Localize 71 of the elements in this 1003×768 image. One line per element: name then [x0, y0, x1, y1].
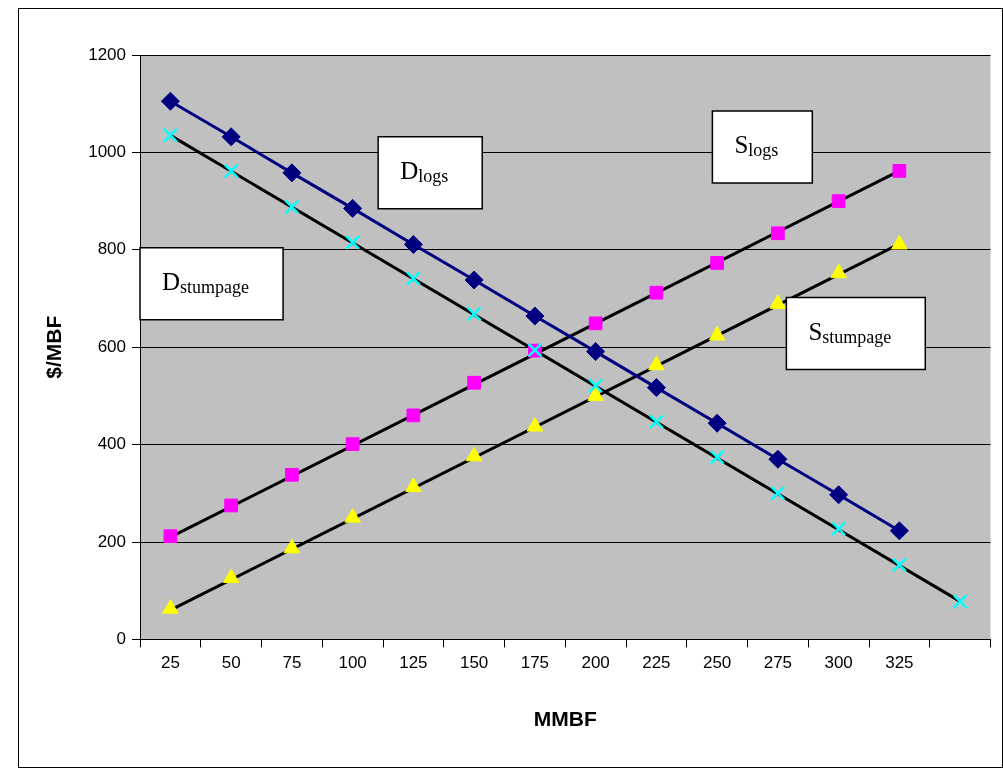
point	[588, 378, 604, 394]
point	[405, 477, 422, 492]
y-tick-label: 600	[97, 336, 127, 356]
point	[831, 194, 846, 208]
x-tick-label: 125	[399, 653, 428, 673]
point	[587, 386, 604, 401]
point	[162, 599, 179, 614]
point	[646, 378, 666, 398]
point	[952, 593, 968, 610]
point	[467, 375, 481, 390]
point	[771, 226, 785, 241]
point	[464, 270, 484, 290]
x-tick-label: 300	[824, 653, 853, 673]
point	[707, 413, 727, 433]
y-tick-label: 0	[116, 629, 127, 649]
point	[466, 306, 482, 322]
y-tick-label: 1200	[88, 44, 127, 64]
point	[648, 414, 664, 430]
point	[345, 234, 361, 251]
point	[162, 127, 179, 143]
x-tick-label: 25	[160, 653, 180, 673]
point	[344, 508, 361, 523]
x-tick-label: 225	[642, 653, 671, 673]
point	[829, 485, 849, 505]
x-axis-title: MMBF	[533, 707, 597, 731]
point	[892, 164, 907, 178]
point	[405, 270, 421, 287]
x-tick-label: 325	[885, 653, 914, 673]
x-tick-label: 175	[520, 653, 550, 673]
x-tick-label: 250	[702, 653, 732, 673]
y-tick-label: 1000	[88, 142, 127, 162]
point	[525, 306, 545, 326]
point	[891, 557, 907, 573]
point	[403, 234, 423, 254]
point	[708, 326, 726, 341]
point	[770, 485, 786, 501]
point	[221, 127, 241, 147]
point	[831, 521, 847, 537]
point	[285, 467, 299, 482]
x-tick-label: 150	[459, 653, 489, 673]
point	[282, 163, 302, 183]
point	[526, 417, 544, 432]
x-tick-label: 200	[581, 653, 610, 673]
point	[768, 449, 788, 469]
point	[224, 498, 239, 513]
y-axis-title: $/MBF	[42, 315, 66, 379]
x-tick-label: 75	[282, 653, 302, 673]
point	[830, 263, 847, 279]
point	[586, 342, 606, 362]
point	[284, 199, 300, 215]
point	[223, 163, 239, 179]
point	[465, 446, 483, 462]
point	[343, 198, 363, 218]
x-tick-label: 275	[763, 653, 793, 673]
point	[588, 316, 603, 331]
point	[889, 521, 909, 541]
y-tick-label: 200	[97, 531, 127, 551]
point	[160, 91, 180, 111]
point	[710, 256, 724, 270]
point	[406, 408, 421, 423]
point	[709, 449, 725, 465]
y-tick-label: 400	[97, 434, 127, 454]
point	[345, 437, 360, 451]
x-tick-label: 100	[338, 653, 367, 673]
point	[222, 568, 240, 584]
point	[283, 538, 301, 554]
x-tick-label: 50	[221, 653, 241, 673]
point	[163, 529, 178, 544]
point	[648, 355, 665, 371]
y-tick-label: 800	[97, 239, 127, 259]
point	[649, 285, 664, 300]
